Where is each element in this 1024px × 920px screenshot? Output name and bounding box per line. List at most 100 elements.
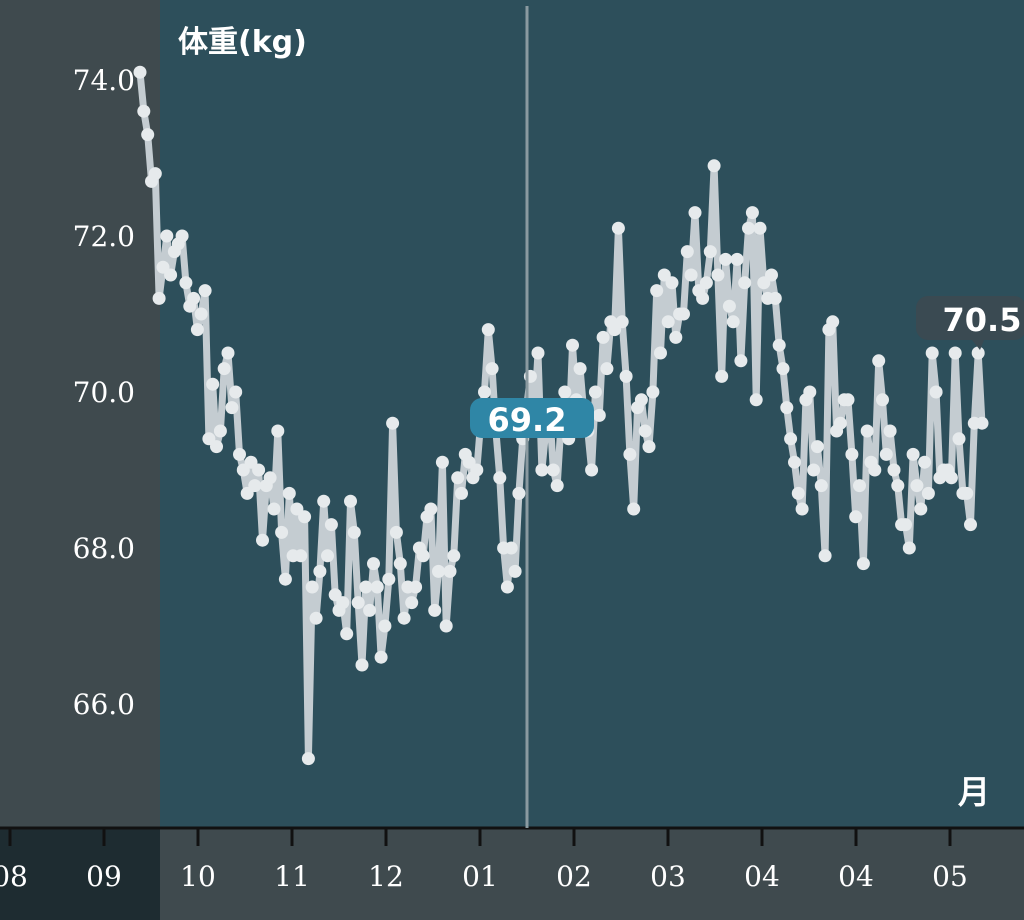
data-point — [179, 276, 193, 290]
data-point — [803, 385, 817, 399]
left-shaded-band — [0, 0, 160, 828]
data-point — [451, 471, 465, 485]
data-point — [726, 315, 740, 329]
data-point — [845, 447, 859, 461]
data-point — [282, 486, 296, 500]
data-point — [152, 291, 166, 305]
data-point — [141, 128, 155, 142]
data-point — [918, 455, 932, 469]
y-tick-label: 66.0 — [73, 688, 135, 721]
data-point — [902, 541, 916, 555]
data-point — [435, 455, 449, 469]
x-tick-label: 02 — [556, 860, 592, 893]
data-point — [810, 440, 824, 454]
data-point — [826, 315, 840, 329]
data-point — [355, 658, 369, 672]
data-point — [351, 596, 365, 610]
data-point — [187, 291, 201, 305]
data-point — [791, 486, 805, 500]
data-point — [642, 440, 656, 454]
y-tick-label: 72.0 — [73, 220, 135, 253]
data-point — [948, 346, 962, 360]
data-point — [305, 580, 319, 594]
data-point — [611, 221, 625, 235]
data-point — [715, 369, 729, 383]
data-point — [876, 393, 889, 407]
data-point — [447, 549, 461, 563]
data-point — [206, 377, 220, 391]
data-point — [883, 424, 897, 438]
data-point — [849, 510, 863, 524]
data-point — [248, 479, 262, 493]
data-point — [707, 159, 721, 173]
data-point — [374, 650, 388, 664]
data-point — [301, 752, 315, 766]
data-point — [677, 307, 690, 321]
data-point — [558, 385, 572, 399]
data-point — [546, 463, 560, 477]
data-point — [409, 580, 423, 594]
data-point — [225, 401, 239, 415]
data-point — [324, 518, 338, 532]
data-point — [975, 416, 989, 430]
data-point — [921, 486, 935, 500]
data-point — [194, 307, 208, 321]
data-point — [389, 525, 403, 539]
data-point — [164, 268, 178, 282]
data-point — [256, 533, 269, 547]
data-point — [680, 245, 694, 259]
data-point — [841, 393, 855, 407]
data-point — [638, 424, 652, 438]
data-point — [853, 479, 866, 493]
data-point — [592, 408, 606, 422]
data-point — [370, 580, 384, 594]
data-point — [944, 471, 958, 485]
data-point — [210, 440, 223, 454]
data-point — [317, 494, 331, 508]
data-point — [481, 323, 495, 337]
data-point — [271, 424, 285, 438]
data-point — [780, 401, 794, 415]
data-point — [914, 502, 928, 516]
data-point — [198, 284, 212, 298]
x-tick-label: 05 — [932, 860, 968, 893]
data-point — [382, 572, 396, 586]
data-point — [929, 385, 943, 399]
data-point — [768, 291, 782, 305]
data-point — [765, 268, 778, 282]
data-point — [428, 603, 442, 617]
data-point — [363, 603, 377, 617]
data-point — [772, 338, 786, 352]
x-tick-label: 09 — [86, 860, 122, 893]
data-point — [899, 518, 912, 532]
data-point — [665, 276, 679, 290]
data-point — [393, 557, 407, 571]
data-point — [585, 463, 599, 477]
data-point — [275, 525, 289, 539]
x-tick-label: 03 — [650, 860, 686, 893]
data-point — [397, 611, 411, 625]
data-point — [906, 447, 920, 461]
x-tick-label: 10 — [180, 860, 216, 893]
data-point — [856, 557, 870, 571]
data-point — [233, 447, 246, 461]
last-value-badge: 70.5 — [916, 296, 1024, 350]
cursor-value-badge: 69.2 — [470, 398, 594, 439]
data-point — [478, 385, 491, 399]
data-point — [359, 580, 373, 594]
data-point — [776, 362, 790, 376]
data-point — [508, 564, 522, 578]
data-point — [229, 385, 243, 399]
data-point — [627, 502, 641, 516]
data-point — [711, 268, 725, 282]
data-point — [175, 229, 189, 243]
data-point — [347, 525, 361, 539]
data-point — [960, 486, 974, 500]
data-point — [722, 299, 736, 313]
data-point — [925, 346, 939, 360]
last-badge-background — [916, 296, 1024, 340]
data-point — [734, 354, 748, 368]
data-point — [596, 330, 610, 344]
data-point — [742, 221, 755, 235]
